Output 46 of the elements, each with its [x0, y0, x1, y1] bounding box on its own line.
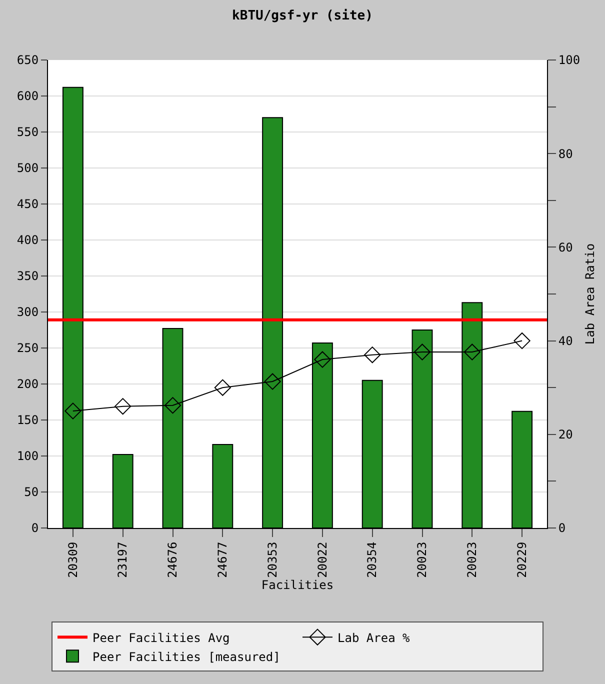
y2-tick-label: 40	[558, 334, 573, 348]
legend-label: Peer Facilities [measured]	[92, 650, 280, 664]
x-tick-label: 20229	[514, 542, 529, 578]
y-tick-label: 200	[16, 377, 39, 392]
y-tick-label: 600	[16, 89, 39, 104]
point	[64, 402, 82, 420]
point	[314, 351, 331, 368]
legend-label: Peer Facilities Avg	[92, 630, 230, 645]
x-tick-label: 20309	[66, 542, 80, 578]
x-tick-label: 24676	[166, 542, 180, 578]
point	[164, 397, 182, 414]
y-tick-label: 250	[16, 341, 39, 356]
y2-axis-title: Lab Area Ratio	[582, 243, 597, 345]
point	[414, 344, 431, 360]
x-tick-label: 20023	[415, 542, 430, 578]
y-tick-label: 500	[16, 161, 39, 176]
y-tick-label: 650	[16, 53, 39, 68]
y-tick-label: 450	[16, 197, 39, 212]
x-tick-label: 20353	[265, 542, 280, 578]
x-tick-label: 24677	[216, 542, 230, 578]
y-tick-label: 150	[16, 413, 39, 428]
legend-label: Lab Area %	[338, 630, 411, 645]
x-axis-title: Facilities	[261, 578, 334, 592]
y-tick-label: 350	[16, 269, 39, 284]
y-tick-label: 50	[24, 485, 39, 500]
x-tick-label: 20022	[315, 542, 330, 578]
y2-tick-label: 20	[558, 428, 573, 442]
y2-tick-label: 100	[558, 53, 580, 68]
point	[364, 346, 381, 364]
y2-tick-label: 80	[558, 146, 573, 161]
point	[114, 398, 132, 415]
y2-tick-label: 60	[558, 240, 573, 254]
y-tick-label: 0	[31, 521, 39, 536]
point	[214, 379, 231, 396]
y-tick-label: 400	[16, 233, 39, 248]
y2-tick-label: 0	[558, 521, 566, 536]
point	[464, 344, 480, 360]
y-tick-label: 100	[16, 449, 39, 464]
point	[514, 332, 530, 350]
y-tick-label: 300	[16, 305, 39, 320]
chart-title: kBTU/gsf-yr (site)	[232, 8, 373, 24]
x-tick-label: 23197	[116, 542, 130, 578]
y-tick-label: 550	[16, 125, 39, 140]
point	[264, 373, 281, 390]
x-tick-label: 20354	[365, 542, 380, 578]
x-tick-label: 20023	[465, 542, 480, 578]
